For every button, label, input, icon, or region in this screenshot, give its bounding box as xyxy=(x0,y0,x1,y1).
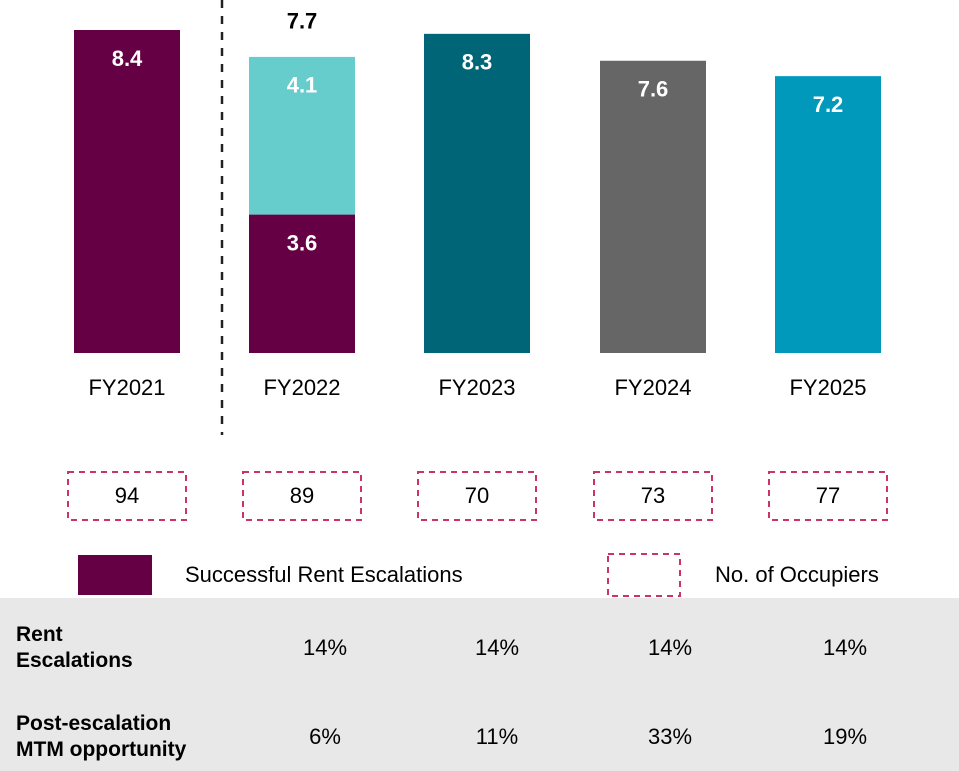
table-cell: 14% xyxy=(647,635,693,660)
table: Rent Escalations 14% 14% 14% 14% Post-escalat… xyxy=(0,598,959,771)
data-label: 3.6 xyxy=(287,230,318,255)
occupier-count: 94 xyxy=(115,483,139,508)
chart: Successful Rent Escalations No. of Occup… xyxy=(67,0,888,597)
x-tick-label: FY2021 xyxy=(88,375,165,400)
x-tick-label: FY2023 xyxy=(438,375,515,400)
bar xyxy=(249,214,355,353)
occupier-box xyxy=(67,471,187,521)
table-cell: 33% xyxy=(647,724,693,749)
table-cell: 11% xyxy=(475,724,519,749)
x-tick-label: FY2022 xyxy=(263,375,340,400)
table-cell: 14% xyxy=(822,635,868,660)
table-cell: 6% xyxy=(309,724,341,749)
bar xyxy=(775,76,881,354)
occupier-count: 73 xyxy=(641,483,665,508)
occupier-box xyxy=(242,471,362,521)
data-label: 4.1 xyxy=(287,73,318,98)
data-label: 8.3 xyxy=(462,50,493,75)
occupier-box xyxy=(768,471,888,521)
occupier-count: 77 xyxy=(816,483,840,508)
legend-label: No. of Occupiers xyxy=(715,562,879,587)
legend-label: Successful Rent Escalations xyxy=(185,562,463,587)
table-cell: 19% xyxy=(822,724,868,749)
row-label: Rent Escalations xyxy=(16,623,133,672)
bar xyxy=(600,60,706,354)
bar xyxy=(74,30,180,353)
bar xyxy=(249,56,355,215)
occupier-count: 89 xyxy=(290,483,314,508)
occupier-box xyxy=(417,471,537,521)
table-cell: 14% xyxy=(474,635,520,660)
bar xyxy=(424,33,530,353)
data-label: 8.4 xyxy=(112,46,143,71)
row-label: Post-escalation MTM opportunity xyxy=(16,712,187,761)
legend-swatch xyxy=(78,555,152,595)
data-label: 7.6 xyxy=(638,77,669,102)
occupier-box xyxy=(593,471,713,521)
occupier-count: 70 xyxy=(465,483,489,508)
data-label: 7.2 xyxy=(813,92,844,117)
table-cell: 14% xyxy=(302,635,348,660)
legend-swatch xyxy=(607,553,681,597)
total-label: 7.7 xyxy=(287,9,318,34)
x-tick-label: FY2025 xyxy=(789,375,866,400)
x-tick-label: FY2024 xyxy=(614,375,691,400)
